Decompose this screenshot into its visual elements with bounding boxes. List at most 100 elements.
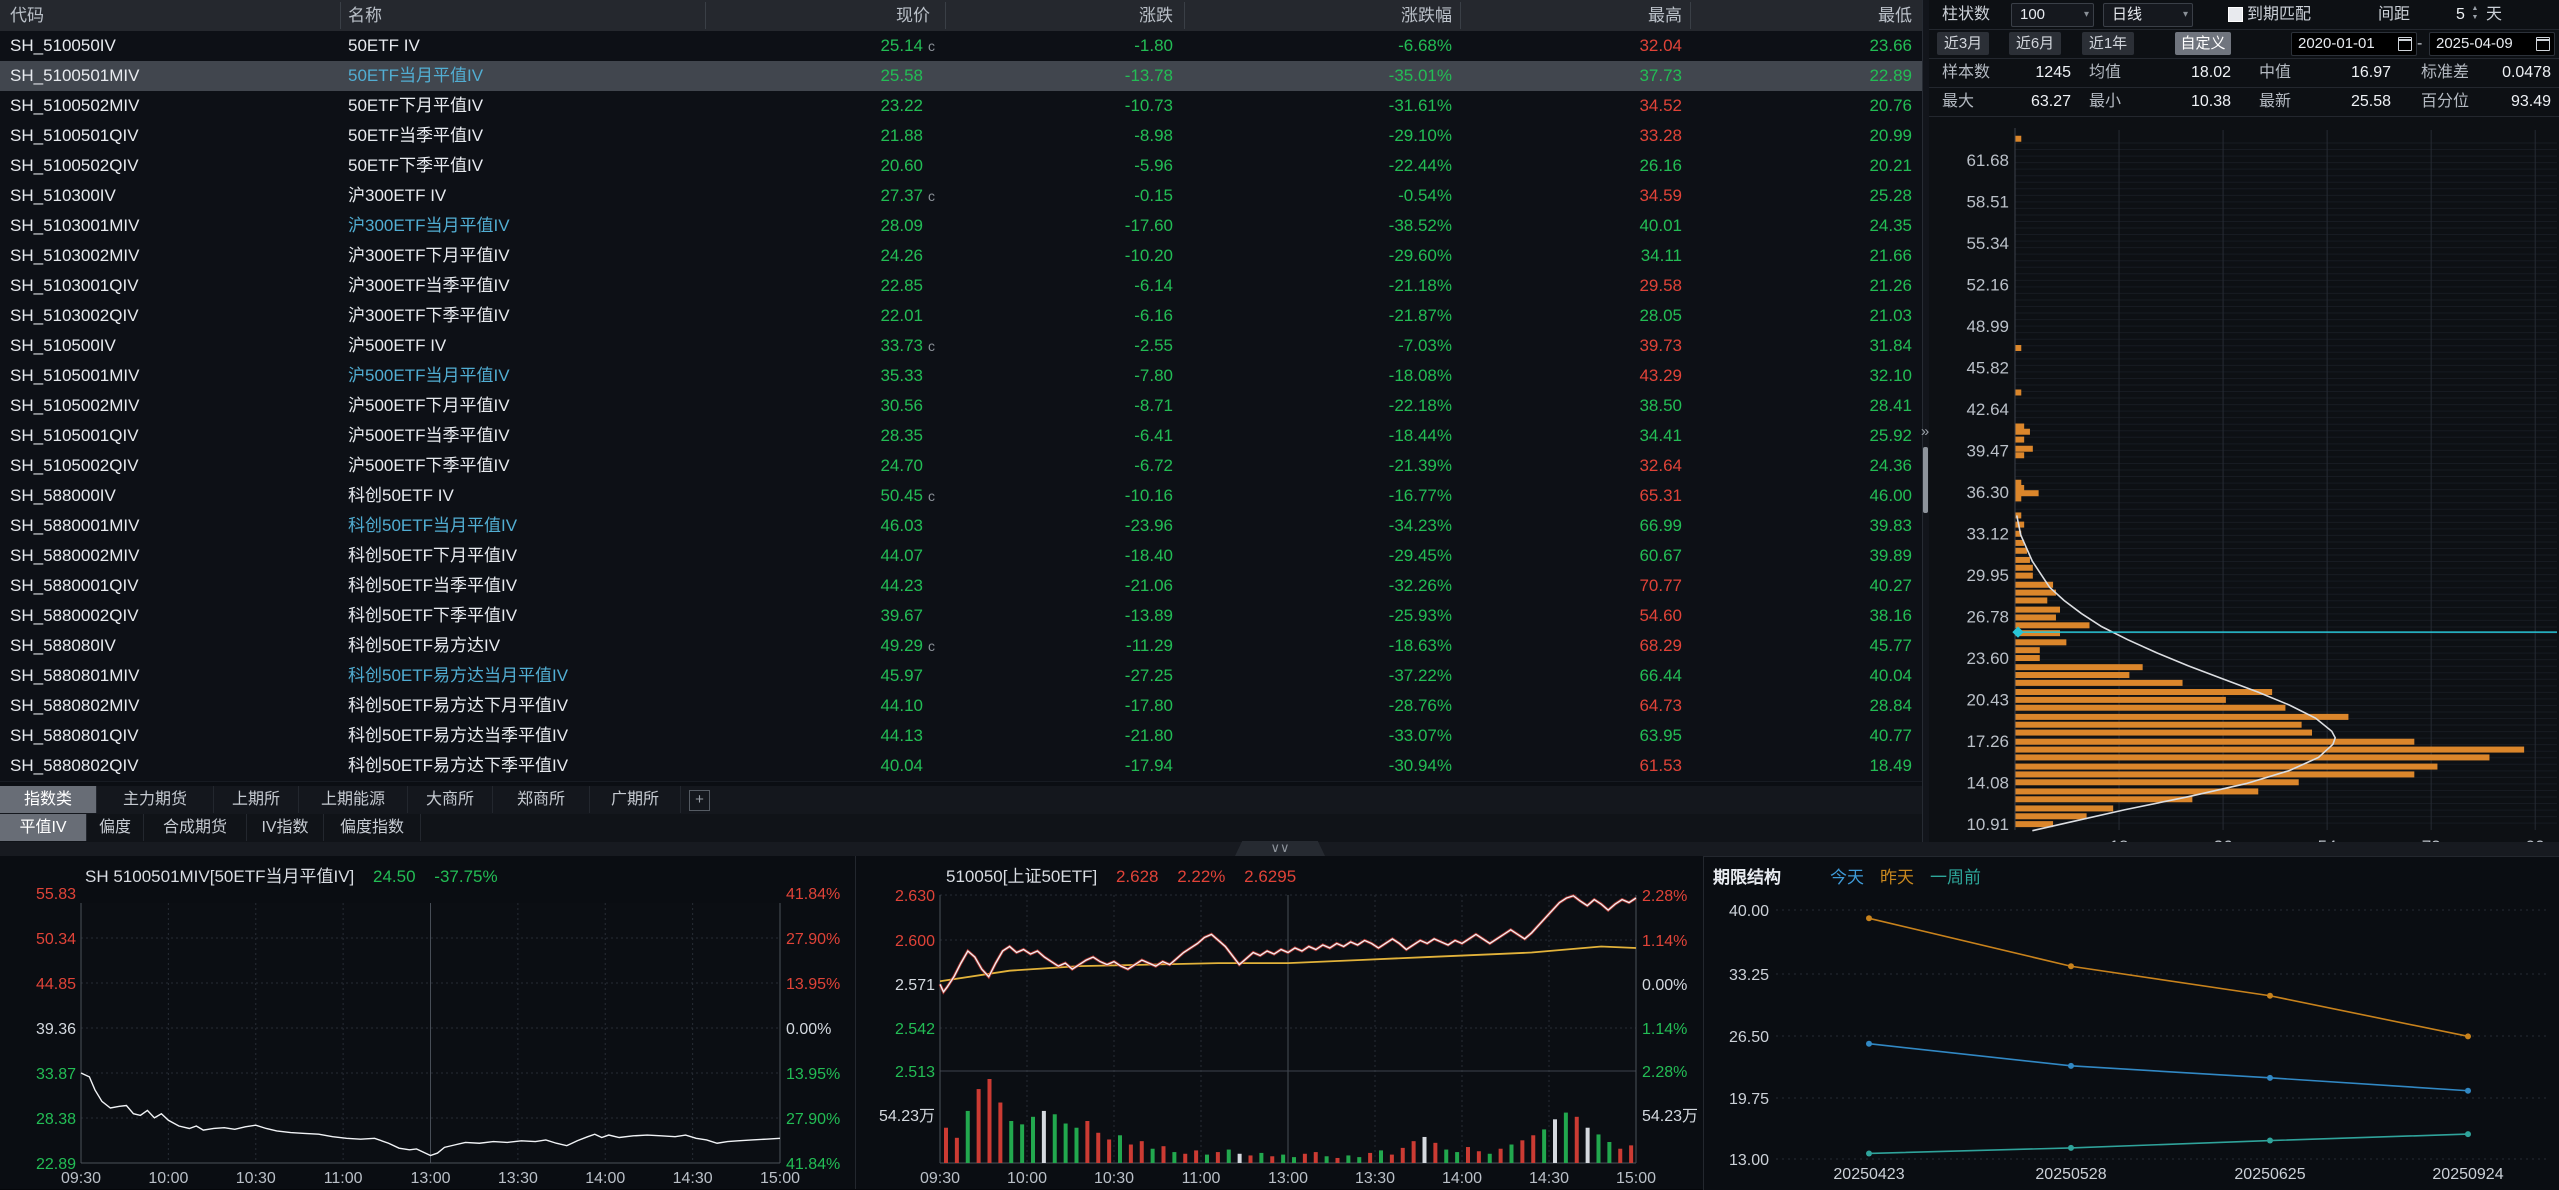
range-button-2[interactable]: 近1年 <box>2082 32 2134 55</box>
cell-high: 65.31 <box>1639 486 1682 505</box>
svg-text:27.90%: 27.90% <box>786 1111 840 1128</box>
bars-count-label: 柱状数 <box>1942 6 1991 23</box>
bars-count-dropdown[interactable]: 100 ▾ <box>2011 3 2094 27</box>
svg-text:39.47: 39.47 <box>1966 441 2009 460</box>
table-row[interactable]: SH_588000IV 科创50ETF IV 50.45 c -10.16 -16.77%… <box>0 481 1922 512</box>
cell-high: 68.29 <box>1639 636 1682 655</box>
column-header-1[interactable]: 名称 <box>348 6 382 25</box>
cell-price: 21.88 <box>880 126 923 145</box>
table-row[interactable]: SH_510300IV 沪300ETF IV 27.37 c -0.15 -0.54% 34… <box>0 181 1922 212</box>
frequency-dropdown[interactable]: 日线 ▾ <box>2103 3 2193 27</box>
column-header-6[interactable]: 最低 <box>1878 6 1912 25</box>
cell-change: -7.80 <box>1134 366 1173 385</box>
sub-tab-0[interactable]: 平值IV <box>0 814 87 841</box>
expiry-match-checkbox[interactable] <box>2228 7 2243 22</box>
table-row[interactable]: SH_5100501MIV 50ETF当月平值IV 25.58 -13.78 -35.0… <box>0 61 1922 92</box>
market-tab-6[interactable]: 广期所 <box>590 786 681 813</box>
cell-high: 34.11 <box>1640 246 1682 265</box>
cell-high: 28.05 <box>1639 306 1682 325</box>
table-row[interactable]: SH_5880801QIV 科创50ETF易方达当季平值IV 44.13 -21.80… <box>0 721 1922 752</box>
term-legend-1[interactable]: 昨天 <box>1880 868 1914 887</box>
range-button-3[interactable]: 自定义 <box>2175 32 2231 55</box>
market-tab-0[interactable]: 指数类 <box>0 786 97 813</box>
table-row[interactable]: SH_5100502QIV 50ETF下季平值IV 20.60 -5.96 -22.44… <box>0 151 1922 182</box>
sub-tab-2[interactable]: 合成期货 <box>144 814 247 841</box>
cell-high: 66.44 <box>1639 666 1682 685</box>
term-legend-0[interactable]: 今天 <box>1830 868 1864 887</box>
spacing-stepper[interactable]: ▲ ▼ <box>2471 5 2479 21</box>
date-to-input[interactable]: 2025-04-09 <box>2429 32 2555 56</box>
date-range-separator: - <box>2417 35 2423 52</box>
market-tab-3[interactable]: 上期能源 <box>299 786 408 813</box>
expiry-match-label: 到期匹配 <box>2247 6 2312 23</box>
market-tab-1[interactable]: 主力期货 <box>97 786 214 813</box>
range-button-1[interactable]: 近6月 <box>2009 32 2061 55</box>
table-row[interactable]: SH_510050IV 50ETF IV 25.14 c -1.80 -6.68% 32.0… <box>0 31 1922 62</box>
cell-low: 28.84 <box>1869 696 1912 715</box>
date-from-input[interactable]: 2020-01-01 <box>2291 32 2417 56</box>
term-structure-chart[interactable]: 40.00 33.25 26.50 19.75 13.00 20250423 2025052… <box>1704 857 2559 1190</box>
price-intraday-chart[interactable]: 2.630 2.28% 2.600 1.14% 2.571 0.00% 2.542 1.14%… <box>856 856 1704 1189</box>
market-tab-5[interactable]: 郑商所 <box>493 786 590 813</box>
column-header-3[interactable]: 涨跌 <box>1139 6 1173 25</box>
table-row[interactable]: SH_5880002MIV 科创50ETF下月平值IV 44.07 -18.40 -29… <box>0 541 1922 572</box>
svg-text:41.84%: 41.84% <box>786 1156 840 1173</box>
iv-intraday-chart[interactable]: 55.83 41.84% 50.34 27.90% 44.85 13.95% 39.36 0.… <box>0 856 855 1189</box>
cell-code: SH_5880801QIV <box>10 726 139 745</box>
cell-high: 32.64 <box>1639 456 1682 475</box>
sub-tab-4[interactable]: 偏度指数 <box>324 814 421 841</box>
svg-text:50.34: 50.34 <box>36 931 76 948</box>
column-header-5[interactable]: 最高 <box>1648 6 1682 25</box>
term-structure-panel: 期限结构 今天 昨天 一周前 40.00 33.25 26.50 19.75 13.00 20… <box>1703 856 2559 1190</box>
collapse-bottom-icon[interactable]: ∨∨ <box>1235 841 1325 856</box>
cell-code: SH_5103001MIV <box>10 216 140 235</box>
cell-name: 科创50ETF当季平值IV <box>348 576 518 595</box>
table-row[interactable]: SH_5880001QIV 科创50ETF当季平值IV 44.23 -21.06 -32… <box>0 571 1922 602</box>
cell-change: -21.80 <box>1124 726 1173 745</box>
sub-tab-3[interactable]: IV指数 <box>247 814 324 841</box>
table-row[interactable]: SH_5880001MIV 科创50ETF当月平值IV 46.03 -23.96 -34… <box>0 511 1922 542</box>
expand-panel-icon[interactable]: » <box>1920 423 1930 440</box>
svg-text:13:00: 13:00 <box>1268 1170 1308 1187</box>
table-row[interactable]: SH_5880801MIV 科创50ETF易方达当月平值IV 45.97 -27.25… <box>0 661 1922 692</box>
table-row[interactable]: SH_5880802MIV 科创50ETF易方达下月平值IV 44.10 -17.80… <box>0 691 1922 722</box>
table-row[interactable]: SH_588080IV 科创50ETF易方达IV 49.29 c -11.29 -18.6… <box>0 631 1922 662</box>
svg-text:52.16: 52.16 <box>1966 275 2009 294</box>
table-row[interactable]: SH_5100501QIV 50ETF当季平值IV 21.88 -8.98 -29.10… <box>0 121 1922 152</box>
column-header-4[interactable]: 涨跌幅 <box>1401 6 1452 25</box>
cell-code: SH_5105002QIV <box>10 456 139 475</box>
table-row[interactable]: SH_5103001QIV 沪300ETF当季平值IV 22.85 -6.14 -21.… <box>0 271 1922 302</box>
cell-name: 沪500ETF当季平值IV <box>348 426 510 445</box>
table-row[interactable]: SH_5103001MIV 沪300ETF当月平值IV 28.09 -17.60 -38… <box>0 211 1922 242</box>
cell-price: 22.85 <box>880 276 923 295</box>
market-tab-2[interactable]: 上期所 <box>214 786 299 813</box>
spacing-value[interactable]: 5 <box>2456 6 2465 23</box>
column-header-0[interactable]: 代码 <box>10 6 44 25</box>
table-row[interactable]: SH_510500IV 沪500ETF IV 33.73 c -2.55 -7.03% 39… <box>0 331 1922 362</box>
cell-name: 50ETF当季平值IV <box>348 126 484 145</box>
iv-distribution-panel: 柱状数 100 ▾ 日线 ▾ 到期匹配 间距 5 ▲ ▼ 天 2020-01-01 -… <box>1929 0 2559 848</box>
market-tab-4[interactable]: 大商所 <box>408 786 493 813</box>
table-row[interactable]: SH_5105002QIV 沪500ETF下季平值IV 24.70 -6.72 -21.… <box>0 451 1922 482</box>
stat-label-3: 百分位 <box>2421 93 2470 110</box>
table-row[interactable]: SH_5100502MIV 50ETF下月平值IV 23.22 -10.73 -31.6… <box>0 91 1922 122</box>
sub-tab-1[interactable]: 偏度 <box>87 814 144 841</box>
cell-name: 沪500ETF下月平值IV <box>348 396 510 415</box>
iv-histogram-chart[interactable]: 183654729061.6858.5155.3452.1648.9945.82… <box>1929 118 2559 848</box>
splitter-handle[interactable] <box>1922 447 1928 513</box>
term-legend-2[interactable]: 一周前 <box>1930 868 1981 887</box>
table-row[interactable]: SH_5105001MIV 沪500ETF当月平值IV 35.33 -7.80 -18.… <box>0 361 1922 392</box>
table-row[interactable]: SH_5103002QIV 沪300ETF下季平值IV 22.01 -6.16 -21.… <box>0 301 1922 332</box>
svg-text:40.00: 40.00 <box>1729 903 1769 920</box>
svg-text:15:00: 15:00 <box>760 1170 800 1187</box>
range-button-0[interactable]: 近3月 <box>1937 32 1989 55</box>
table-row[interactable]: SH_5103002MIV 沪300ETF下月平值IV 24.26 -10.20 -29… <box>0 241 1922 272</box>
add-tab-button[interactable]: + <box>689 790 710 811</box>
column-header-2[interactable]: 现价 <box>896 6 930 25</box>
cell-high: 66.99 <box>1639 516 1682 535</box>
table-row[interactable]: SH_5880802QIV 科创50ETF易方达下季平值IV 40.04 -17.94… <box>0 751 1922 782</box>
cell-price: 39.67 <box>880 606 923 625</box>
table-row[interactable]: SH_5880002QIV 科创50ETF下季平值IV 39.67 -13.89 -25… <box>0 601 1922 632</box>
table-row[interactable]: SH_5105001QIV 沪500ETF当季平值IV 28.35 -6.41 -18.… <box>0 421 1922 452</box>
table-row[interactable]: SH_5105002MIV 沪500ETF下月平值IV 30.56 -8.71 -22.… <box>0 391 1922 422</box>
